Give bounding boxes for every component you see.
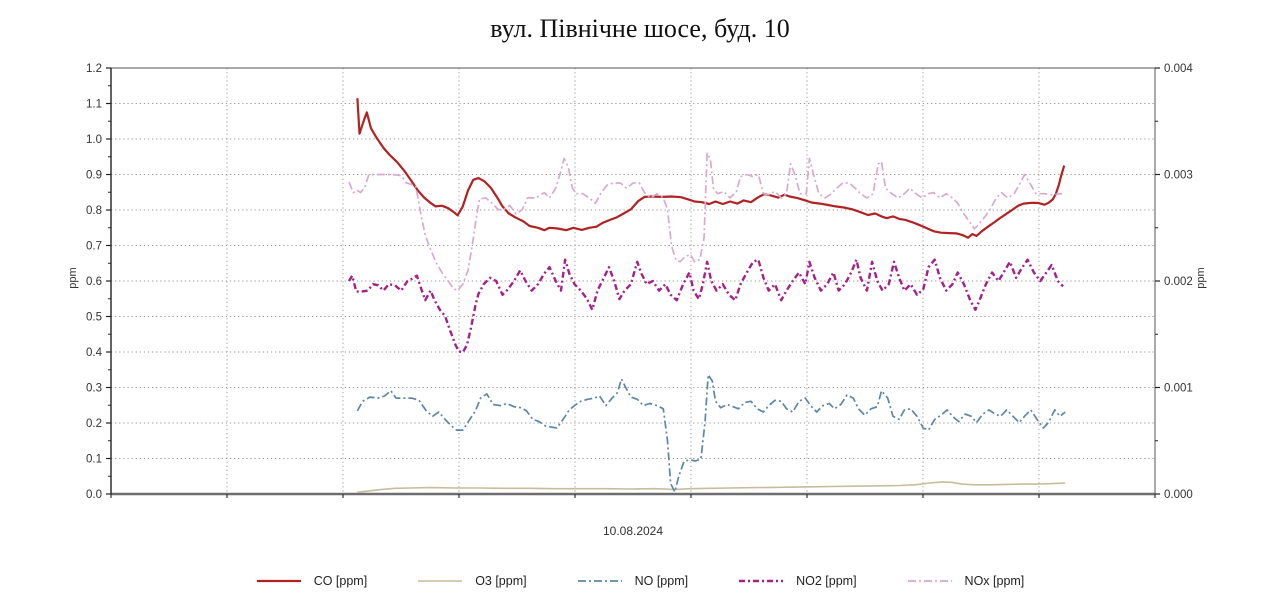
series-line-no xyxy=(356,373,1066,493)
series-line-nox xyxy=(348,152,1063,292)
right-axis-tick-label: 0.001 xyxy=(1164,383,1193,395)
left-axis-tick-label: 0.4 xyxy=(86,347,103,359)
left-axis-tick-label: 0.6 xyxy=(86,276,102,288)
chart-legend: CO [ppm] O3 [ppm] NO [ppm] NO2 [ppm] NOx [pp… xyxy=(0,574,1280,588)
series-line-no2 xyxy=(347,258,1064,354)
legend-line-sample-no xyxy=(577,580,622,582)
left-axis-tick-label: 0.0 xyxy=(86,489,102,501)
legend-line-sample-nox xyxy=(907,580,952,582)
legend-item-nox: NOx [ppm] xyxy=(907,574,1025,588)
series-line-o3 xyxy=(357,481,1066,493)
left-axis-tick-label: 0.1 xyxy=(86,454,102,466)
right-axis-tick-label: 0.003 xyxy=(1164,170,1193,182)
series-line-co xyxy=(356,98,1066,239)
chart-title: вул. Північне шосе, буд. 10 xyxy=(490,14,790,43)
legend-line-sample-o3 xyxy=(418,580,463,582)
legend-item-o3: O3 [ppm] xyxy=(417,574,527,588)
right-axis-tick-label: 0.002 xyxy=(1164,276,1193,288)
left-axis-tick-label: 1.1 xyxy=(86,99,102,111)
legend-label-o3: O3 [ppm] xyxy=(475,574,527,588)
left-axis-tick-label: 0.5 xyxy=(86,312,102,324)
legend-line-sample-co xyxy=(256,579,301,583)
left-axis-tick-label: 0.2 xyxy=(86,418,102,430)
legend-label-no2: NO2 [ppm] xyxy=(796,574,857,588)
left-axis-unit-label: ppm xyxy=(67,267,79,289)
legend-label-co: CO [ppm] xyxy=(313,574,368,588)
right-axis-tick-label: 0.000 xyxy=(1164,489,1193,501)
left-axis-tick-label: 1.2 xyxy=(86,63,102,75)
left-axis-tick-label: 1.0 xyxy=(86,134,102,146)
legend-line-sample-no2 xyxy=(739,579,784,583)
left-axis-tick-label: 0.7 xyxy=(86,241,102,253)
left-axis-tick-label: 0.9 xyxy=(86,170,102,182)
legend-label-no: NO [ppm] xyxy=(634,574,689,588)
left-axis-tick-label: 0.8 xyxy=(86,205,102,217)
right-axis-tick-label: 0.004 xyxy=(1164,63,1193,75)
legend-label-nox: NOx [ppm] xyxy=(964,574,1025,588)
legend-item-no: NO [ppm] xyxy=(577,574,689,588)
legend-item-co: CO [ppm] xyxy=(256,574,368,588)
left-axis-tick-label: 0.3 xyxy=(86,383,102,395)
right-axis-unit-label: ppm xyxy=(1195,267,1207,289)
legend-item-no2: NO2 [ppm] xyxy=(738,574,857,588)
x-axis-date-label: 10.08.2024 xyxy=(602,524,664,538)
